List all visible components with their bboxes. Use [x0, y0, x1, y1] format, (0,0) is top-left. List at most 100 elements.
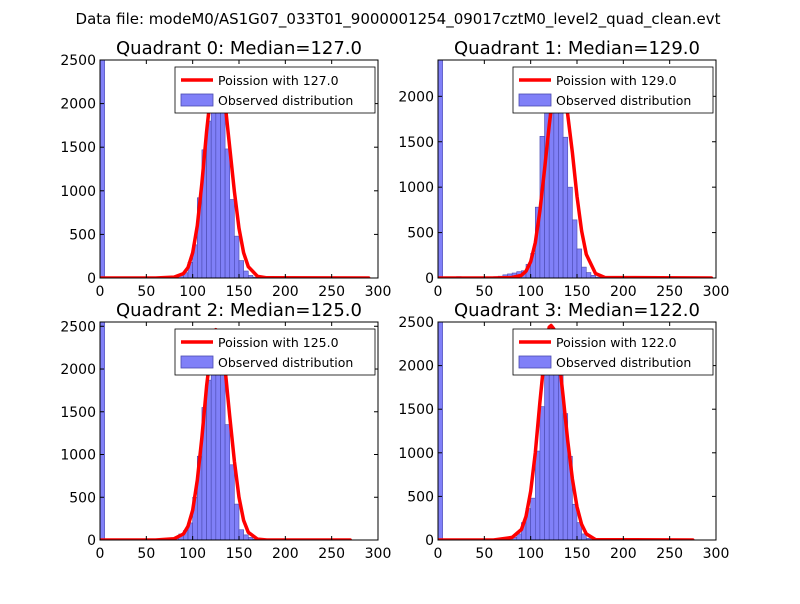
quadrant-2-xtick-label: 300	[365, 546, 392, 562]
quadrant-0-bar	[239, 261, 244, 278]
quadrant-3-ytick-label: 500	[407, 489, 434, 505]
figure-title: Data file: modeM0/AS1G07_033T01_90000012…	[76, 10, 721, 29]
quadrant-3-bar	[540, 407, 545, 540]
quadrant-1-bar	[568, 187, 573, 278]
quadrant-3-xtick-label: 150	[564, 546, 591, 562]
quadrant-2-subplot: Quadrant 2: Median=125.0 0 50 100 150 200 250 3…	[60, 300, 391, 562]
quadrant-1-bar	[572, 220, 577, 278]
quadrant-0-xtick-label: 200	[272, 284, 299, 300]
quadrant-2-bar	[239, 530, 244, 540]
quadrant-2-bar	[225, 425, 230, 540]
quadrant-2-bar	[100, 322, 105, 540]
quadrant-2-bar	[211, 360, 216, 540]
quadrant-1-xtick-label: 50	[475, 284, 493, 300]
quadrant-2-xtick-label: 150	[226, 546, 253, 562]
quadrant-3-legend-bar-swatch	[519, 356, 551, 368]
quadrant-0-title: Quadrant 0: Median=127.0	[116, 38, 362, 59]
quadrant-2-ytick-label: 1000	[60, 448, 96, 464]
quadrant-0-bar	[216, 84, 221, 278]
quadrant-3-ytick-label: 0	[425, 533, 434, 549]
quadrant-2-xtick-label: 50	[137, 546, 155, 562]
quadrant-0-ytick-label: 2500	[60, 53, 96, 69]
quadrant-3-xtick-label: 200	[610, 546, 637, 562]
quadrant-0-bar	[230, 200, 235, 278]
quadrant-1-bar	[558, 93, 563, 278]
quadrant-0-bar	[244, 271, 249, 278]
quadrant-0-bar	[225, 149, 230, 278]
quadrant-1-ytick-label: 0	[425, 271, 434, 287]
quadrant-3-ytick-label: 1000	[398, 446, 434, 462]
quadrant-3-xtick-label: 250	[656, 546, 683, 562]
quadrant-3-bar	[531, 498, 536, 540]
quadrant-3-bar	[438, 322, 443, 540]
quadrant-1-xtick-label: 100	[517, 284, 544, 300]
quadrant-0-legend-bar-swatch	[181, 94, 213, 106]
quadrant-3-ytick-label: 2500	[398, 315, 434, 331]
quadrant-3-bar	[545, 371, 550, 540]
quadrant-1-ytick-label: 500	[407, 226, 434, 242]
quadrant-2-legend-bar-swatch	[181, 356, 213, 368]
quadrant-0-xtick-label: 250	[318, 284, 345, 300]
quadrant-2-xtick-label: 100	[179, 546, 206, 562]
quadrant-1-ytick-label: 1500	[398, 135, 434, 151]
quadrant-1-legend-bar-swatch	[519, 94, 551, 106]
quadrant-1-bar	[586, 273, 591, 278]
quadrant-1-bar	[577, 249, 582, 278]
quadrant-0-bar	[220, 108, 225, 278]
quadrant-3-title: Quadrant 3: Median=122.0	[454, 300, 700, 321]
quadrant-0-xtick-label: 150	[226, 284, 253, 300]
quadrant-0-ytick-label: 0	[87, 271, 96, 287]
quadrant-0-ytick-label: 500	[69, 227, 96, 243]
quadrant-2-ytick-label: 2000	[60, 362, 96, 378]
quadrant-3-legend-label-poisson: Poission with 122.0	[556, 335, 677, 350]
quadrant-2-ytick-label: 1500	[60, 405, 96, 421]
quadrant-3-ytick-label: 1500	[398, 402, 434, 418]
quadrant-2-title: Quadrant 2: Median=125.0	[116, 300, 362, 321]
quadrant-3-xtick-label: 100	[517, 546, 544, 562]
quadrant-2-bar	[244, 535, 249, 540]
quadrant-0-bar	[211, 95, 216, 278]
quadrant-2-xtick-label: 250	[318, 546, 345, 562]
quadrant-1-xtick-label: 0	[434, 284, 443, 300]
quadrant-2-bar	[234, 504, 239, 540]
quadrant-1-bar	[438, 60, 443, 278]
quadrant-1-xtick-label: 200	[610, 284, 637, 300]
quadrant-2-legend-label-observed: Observed distribution	[218, 355, 353, 370]
quadrant-3-bar	[549, 352, 554, 540]
quadrant-0-bar	[207, 121, 212, 278]
quadrant-0-subplot: Quadrant 0: Median=127.0 0 50 100 150 200 250 3…	[60, 38, 391, 300]
quadrant-1-xtick-label: 250	[656, 284, 683, 300]
quadrant-1-ytick-label: 1000	[398, 180, 434, 196]
quadrant-0-xtick-label: 100	[179, 284, 206, 300]
quadrant-0-legend-label-observed: Observed distribution	[218, 93, 353, 108]
quadrant-0-xtick-label: 300	[365, 284, 392, 300]
quadrant-2-ytick-label: 0	[87, 533, 96, 549]
quadrant-0-ytick-label: 1000	[60, 184, 96, 200]
quadrant-3-xtick-label: 0	[434, 546, 443, 562]
quadrant-0-xtick-label: 50	[137, 284, 155, 300]
quadrant-2-legend-label-poisson: Poission with 125.0	[218, 335, 339, 350]
quadrant-1-xtick-label: 300	[703, 284, 730, 300]
quadrant-1-legend-label-observed: Observed distribution	[556, 93, 691, 108]
quadrant-3-xtick-label: 300	[703, 546, 730, 562]
quadrant-1-title: Quadrant 1: Median=129.0	[454, 38, 700, 59]
quadrant-1-bar	[563, 137, 568, 278]
quadrant-2-bar	[220, 371, 225, 540]
quadrant-1-legend-label-poisson: Poission with 129.0	[556, 73, 677, 88]
quadrant-2-ytick-label: 500	[69, 490, 96, 506]
quadrant-0-ytick-label: 2000	[60, 97, 96, 113]
quadrant-3-legend-label-observed: Observed distribution	[556, 355, 691, 370]
quadrant-2-xtick-label: 200	[272, 546, 299, 562]
quadrant-2-ytick-label: 2500	[60, 319, 96, 335]
quadrant-3-xtick-label: 50	[475, 546, 493, 562]
quadrant-0-bar	[100, 60, 105, 278]
quadrant-3-bar	[535, 451, 540, 540]
quadrant-2-xtick-label: 0	[96, 546, 105, 562]
quadrant-0-bar	[234, 236, 239, 278]
quadrant-2-bar	[207, 380, 212, 540]
quadrant-2-bar	[230, 465, 235, 540]
quadrant-1-bar	[582, 267, 587, 278]
quadrant-1-ytick-label: 2000	[398, 89, 434, 105]
